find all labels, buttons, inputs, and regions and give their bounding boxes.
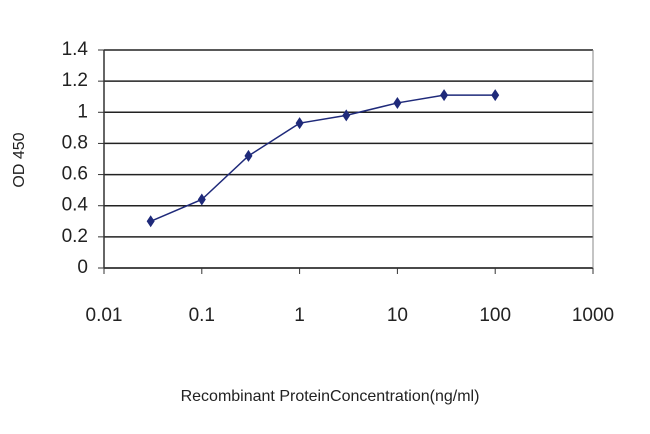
y-tick-label: 1.2 [62,70,88,91]
y-tick-label: 0 [77,257,88,278]
y-tick-label: 1.4 [62,39,89,60]
y-tick-label: 1 [77,101,88,122]
point [342,109,351,122]
point [440,89,449,102]
y-tick-label: 0.6 [62,164,88,185]
x-tick-label: 0.1 [189,305,215,326]
x-tick-label: 0.01 [86,305,123,326]
x-tick-label: 1 [294,305,305,326]
x-tick-label: 1000 [572,305,614,326]
y-tick-label: 0.2 [62,226,88,247]
x-tick-label: 10 [387,305,408,326]
x-axis-label: Recombinant ProteinConcentration(ng/ml) [181,388,480,405]
point [295,117,304,130]
point [146,215,155,228]
series-line [150,94,496,222]
x-tick-label: 100 [479,305,511,326]
y-tick-label: 0.8 [62,132,88,153]
y-axis-label: OD 450 [11,132,28,187]
point [491,89,500,102]
y-tick-label: 0.4 [62,195,89,216]
point [197,193,206,206]
point [244,149,253,162]
point [393,96,402,109]
